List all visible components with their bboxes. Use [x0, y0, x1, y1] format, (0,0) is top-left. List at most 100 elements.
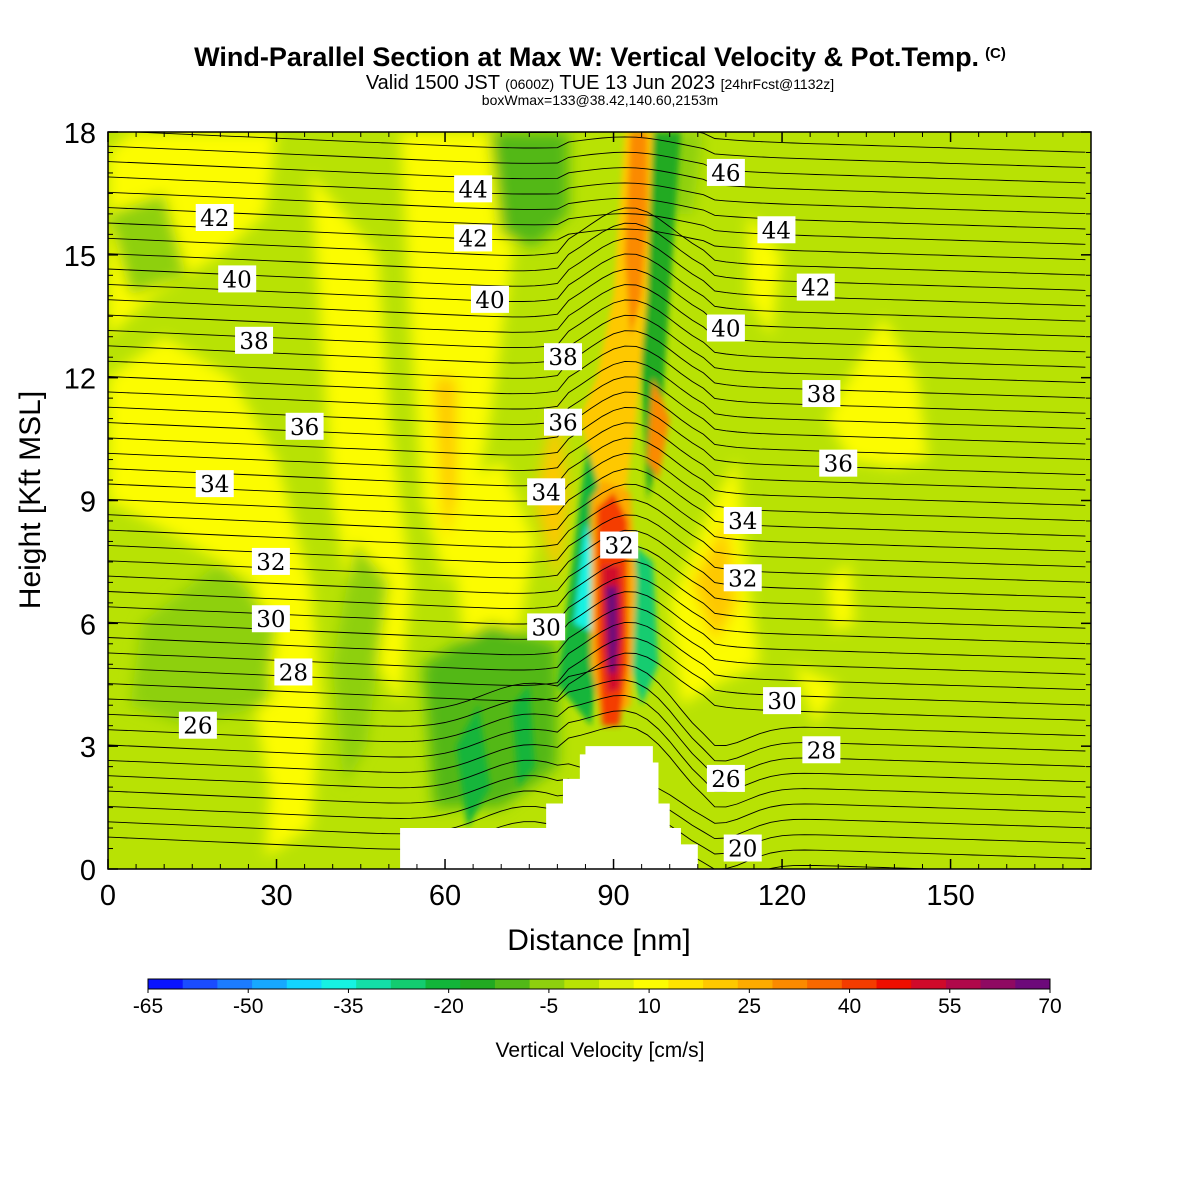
velocity-region	[748, 213, 783, 337]
theta-label-box	[195, 470, 234, 498]
theta-contour-line	[108, 694, 1086, 777]
theta-contour-line	[108, 391, 1086, 460]
colorbar-tick-label: -65	[133, 995, 163, 1018]
velocity-core-region	[605, 586, 619, 673]
theta-label-box	[600, 531, 639, 559]
colorbar-tick-label: -5	[540, 995, 559, 1018]
colorbar-swatch	[460, 979, 496, 989]
theta-label-text: 26	[711, 767, 740, 793]
theta-contour-line	[108, 284, 1086, 353]
theta-label-text: 42	[200, 206, 229, 232]
colorbar-tick-label: 70	[1038, 995, 1061, 1018]
theta-label: 42	[796, 273, 835, 302]
theta-label-text: 38	[807, 382, 836, 408]
theta-label: 26	[706, 764, 745, 793]
theta-label: 42	[454, 224, 493, 252]
theta-label-box	[706, 158, 745, 186]
theta-label-box	[757, 216, 796, 244]
theta-label-text: 40	[711, 317, 740, 343]
valid-time: Valid 1500 JST	[365, 72, 500, 94]
colorbar-swatch	[148, 979, 184, 989]
theta-label-text: 36	[548, 411, 577, 437]
velocity-region	[433, 377, 457, 542]
colorbar-swatch	[252, 979, 288, 989]
theta-contour-line	[108, 437, 1086, 506]
chart-subtitle: Valid 1500 JST (0600Z) TUE 13 Jun 2023 […	[0, 72, 1200, 95]
theta-label: 26	[178, 711, 217, 740]
theta-label-text: 42	[458, 226, 487, 252]
theta-label-text: 30	[531, 615, 560, 641]
colorbar-swatch	[182, 979, 218, 989]
theta-contour-line	[108, 330, 1086, 399]
theta-label: 28	[802, 736, 841, 764]
theta-contour-line	[108, 345, 1086, 414]
theta-label-text: 36	[824, 452, 853, 478]
theta-contour-line	[108, 253, 1086, 322]
theta-label-text: 20	[728, 837, 757, 863]
colorbar-tick-label: -50	[233, 995, 263, 1018]
velocity-region	[310, 172, 412, 706]
theta-contour-line	[108, 207, 1086, 245]
plot-area: 20 26 26 28 28 30 30 30 32 32 32 34 34 34 36 36 36 38 38 38…	[108, 132, 1091, 869]
theta-label-text: 26	[183, 714, 212, 740]
colorbar-swatch	[876, 979, 912, 989]
velocity-region	[489, 132, 569, 247]
theta-label-box	[706, 314, 745, 342]
theta-contour-line	[108, 483, 1086, 552]
theta-contour-line	[108, 238, 1086, 307]
theta-label-box	[527, 613, 566, 641]
colorbar-swatch	[703, 979, 739, 989]
theta-contour-line	[108, 360, 1086, 430]
theta-label-box	[723, 506, 762, 534]
theta-label-box	[235, 326, 274, 354]
forecast-info: [24hrFcst@1132z]	[720, 76, 835, 92]
theta-label: 38	[235, 326, 274, 355]
x-tick-label: 30	[260, 880, 292, 912]
theta-contour-line	[108, 161, 1086, 199]
colorbar-tick-label: -20	[433, 995, 463, 1018]
velocity-region	[108, 336, 322, 857]
velocity-region	[793, 664, 839, 726]
theta-contour-line	[108, 679, 1086, 762]
x-tick-label: 60	[429, 880, 461, 912]
theta-contour-line	[108, 637, 1086, 706]
colorbar-tick-label: 25	[738, 995, 761, 1018]
y-axis-label: Height [Kft MSL]	[14, 391, 47, 609]
theta-label: 42	[195, 203, 234, 232]
theta-label-box	[195, 203, 234, 231]
theta-contour-line	[108, 222, 1086, 291]
theta-label: 30	[527, 613, 566, 641]
theta-label-box	[285, 412, 324, 440]
colorbar-tick-label: -35	[333, 995, 363, 1018]
colorbar-label: Vertical Velocity [cm/s]	[496, 1039, 705, 1062]
theta-label-text: 42	[801, 276, 830, 302]
terrain-mask	[108, 746, 1091, 869]
theta-label-text: 28	[279, 660, 308, 686]
y-tick-label: 3	[80, 732, 96, 764]
velocity-region	[826, 561, 856, 632]
theta-contour-line	[108, 606, 1086, 675]
theta-label: 38	[802, 380, 841, 408]
theta-label: 36	[543, 408, 582, 437]
theta-contour-line	[108, 191, 1086, 230]
theta-contour-line	[108, 222, 1086, 261]
colorbar-swatch	[633, 979, 669, 989]
velocity-region	[254, 684, 311, 829]
theta-label-text: 32	[256, 550, 285, 576]
velocity-core-region	[647, 377, 670, 481]
y-tick-label: 15	[64, 241, 96, 273]
theta-label-box	[543, 408, 582, 436]
theta-contour-line	[108, 621, 1086, 691]
theta-contour-line	[108, 468, 1086, 537]
theta-label: 20	[723, 834, 762, 863]
velocity-core-region	[456, 705, 490, 829]
y-tick-label: 9	[80, 487, 96, 519]
colorbar-swatch	[217, 979, 253, 989]
theta-label: 28	[274, 658, 313, 686]
colorbar-swatch	[321, 979, 357, 989]
velocity-core-region	[574, 520, 594, 632]
colorbar-tick-label: 10	[637, 995, 660, 1018]
y-tick-label: 12	[64, 364, 96, 396]
theta-label: 40	[218, 265, 257, 293]
